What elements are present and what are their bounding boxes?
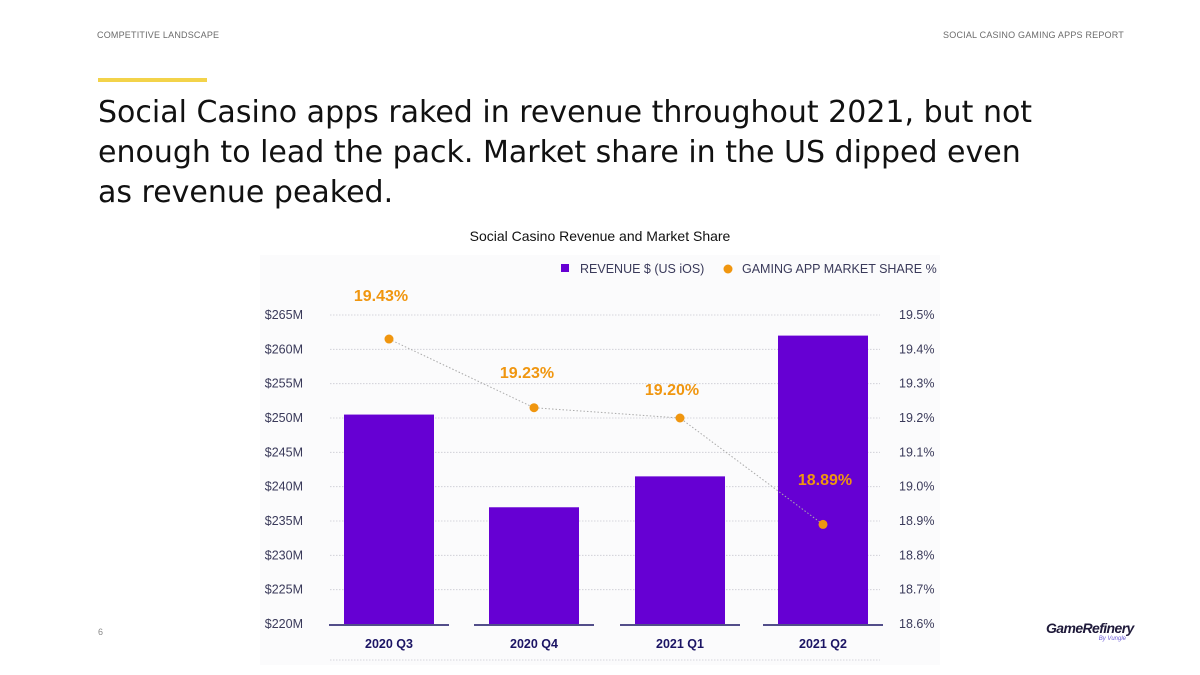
revenue-bar: [344, 414, 434, 624]
y-left-tick: $240M: [265, 480, 303, 494]
y-right-tick: 19.5%: [899, 308, 934, 322]
section-label: COMPETITIVE LANDSCAPE: [97, 30, 220, 40]
market-share-line: [388, 338, 824, 525]
market-share-point: [675, 413, 685, 423]
y-left-tick: $260M: [265, 342, 303, 356]
legend-market-share-label: GAMING APP MARKET SHARE %: [742, 262, 937, 276]
y-left-tick: $235M: [265, 514, 303, 528]
legend-revenue-label: REVENUE $ (US iOS): [580, 262, 704, 276]
y-left-tick: $220M: [265, 617, 303, 631]
y-left-tick: $225M: [265, 583, 303, 597]
revenue-bar: [635, 476, 725, 624]
y-right-tick: 18.6%: [899, 617, 934, 631]
chart-title: Social Casino Revenue and Market Share: [469, 228, 731, 244]
revenue-bar: [778, 335, 868, 624]
y-right-tick: 18.9%: [899, 514, 934, 528]
market-share-data-label: 18.89%: [798, 472, 852, 489]
report-title: SOCIAL CASINO GAMING APPS REPORT: [943, 30, 1124, 40]
x-category-label: 2020 Q4: [510, 637, 558, 651]
market-share-point: [384, 334, 394, 344]
y-right-tick: 18.8%: [899, 548, 934, 562]
market-share-data-label: 19.43%: [354, 288, 408, 305]
y-right-tick: 19.2%: [899, 411, 934, 425]
accent-bar: [98, 78, 207, 82]
y-left-tick: $255M: [265, 377, 303, 391]
market-share-point: [529, 403, 539, 413]
x-category-label: 2021 Q1: [656, 637, 704, 651]
x-category-label: 2020 Q3: [365, 637, 413, 651]
y-right-tick: 19.4%: [899, 342, 934, 356]
y-right-tick: 18.7%: [899, 583, 934, 597]
market-share-data-label: 19.20%: [645, 382, 699, 399]
logo-tagline: By Vungle: [1098, 636, 1126, 642]
revenue-market-share-chart: $220M 18.6% $225M 18.7% $230M 18.8% $235M 18.9%…: [260, 255, 940, 665]
y-right-tick: 19.3%: [899, 377, 934, 391]
revenue-bar: [489, 507, 579, 624]
legend-revenue-swatch: [561, 264, 569, 272]
y-left-tick: $250M: [265, 411, 303, 425]
y-left-tick: $245M: [265, 445, 303, 459]
gamerefinery-logo: GameRefinery By Vungle: [1046, 620, 1134, 644]
headline: Social Casino apps raked in revenue thro…: [98, 95, 1033, 210]
market-share-data-label: 19.23%: [500, 365, 554, 382]
market-share-point: [818, 519, 828, 529]
x-category-label: 2021 Q2: [799, 637, 847, 651]
logo-wordmark: GameRefinery: [1046, 620, 1134, 636]
page-number: 6: [98, 627, 104, 637]
y-right-tick: 19.1%: [899, 445, 934, 459]
y-left-tick: $230M: [265, 548, 303, 562]
y-right-tick: 19.0%: [899, 480, 934, 494]
y-left-tick: $265M: [265, 308, 303, 322]
legend-market-share-swatch: [723, 264, 733, 274]
